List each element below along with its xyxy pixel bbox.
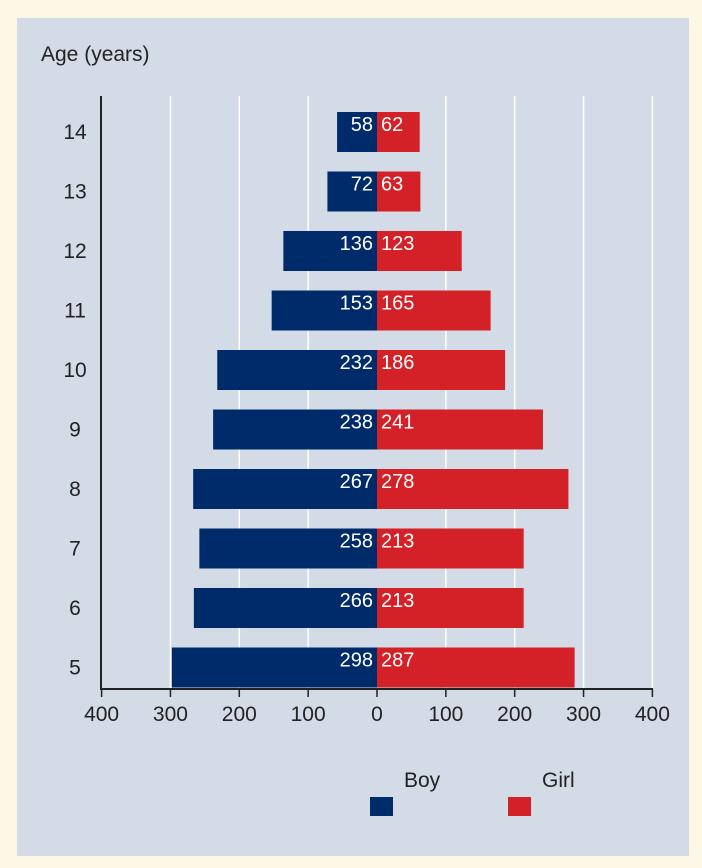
bar-boy-age-11 — [271, 290, 377, 331]
data-label-boy-age-8: 267 — [340, 471, 373, 493]
x-tick-label: 200 — [497, 703, 532, 726]
bar-boy-age-5 — [171, 647, 377, 688]
legend-label-girl: Girl — [542, 769, 575, 792]
data-label-girl-age-13: 63 — [381, 174, 403, 196]
data-label-boy-age-13: 72 — [351, 174, 373, 196]
data-label-girl-age-12: 123 — [381, 233, 414, 255]
y-tick-label-10: 10 — [63, 359, 86, 382]
bar-boy-age-7 — [199, 528, 377, 569]
data-label-girl-age-6: 213 — [381, 590, 414, 612]
bar-girl-age-7 — [377, 528, 524, 569]
y-axis-label: Age (years) — [41, 43, 150, 66]
bar-girl-age-11 — [377, 290, 491, 331]
legend-label-boy: Boy — [404, 769, 441, 792]
y-tick-labels: 14 13 12 11 10 9 8 7 6 5 — [63, 121, 87, 680]
y-tick-label-7: 7 — [69, 538, 81, 561]
y-tick-label-12: 12 — [63, 240, 86, 263]
y-tick-label-9: 9 — [69, 419, 81, 442]
x-tick-label: 300 — [566, 703, 601, 726]
x-tick-label: 0 — [371, 703, 383, 726]
x-tick-label: 100 — [428, 703, 463, 726]
data-label-boy-age-12: 136 — [340, 233, 373, 255]
x-tick-label: 200 — [222, 703, 257, 726]
data-label-girl-age-9: 241 — [381, 412, 414, 434]
y-tick-label-8: 8 — [69, 478, 81, 501]
data-label-boy-age-10: 232 — [340, 352, 373, 374]
x-tick-labels: 400 300 200 100 0 100 200 300 400 — [84, 703, 670, 726]
data-label-boy-age-7: 258 — [340, 531, 373, 553]
data-label-boy-age-14: 58 — [351, 114, 373, 136]
data-label-boy-age-9: 238 — [340, 412, 373, 434]
data-label-boy-age-6: 266 — [340, 590, 373, 612]
x-tick-label: 400 — [84, 703, 119, 726]
bars-group: 58 62 72 63 136 123 153 165 232 186 238 241 267 278 25… — [171, 112, 575, 688]
bar-boy-age-10 — [217, 350, 377, 390]
bar-girl-age-13 — [377, 171, 421, 212]
bar-girl-age-14 — [377, 112, 420, 152]
data-label-girl-age-14: 62 — [381, 114, 403, 136]
bar-boy-age-8 — [193, 469, 377, 509]
data-label-girl-age-8: 278 — [381, 471, 414, 493]
bar-girl-age-10 — [377, 350, 506, 390]
bar-boy-age-14 — [337, 112, 377, 152]
bar-boy-age-13 — [327, 171, 377, 212]
bar-boy-age-12 — [283, 231, 377, 271]
data-label-boy-age-5: 298 — [340, 650, 373, 672]
axes-group — [100, 96, 654, 697]
bar-girl-age-6 — [377, 588, 524, 628]
y-tick-label-11: 11 — [64, 300, 86, 323]
bar-girl-age-8 — [377, 469, 569, 509]
y-tick-label-13: 13 — [63, 181, 86, 204]
bar-boy-age-6 — [193, 588, 377, 628]
bar-boy-age-9 — [213, 409, 377, 450]
y-tick-label-5: 5 — [69, 657, 81, 680]
bar-girl-age-12 — [377, 231, 462, 271]
x-tick-label: 100 — [291, 703, 326, 726]
legend: Boy Girl — [370, 769, 575, 816]
x-tick-label: 300 — [153, 703, 188, 726]
bar-girl-age-5 — [377, 647, 575, 688]
data-label-girl-age-11: 165 — [381, 293, 414, 315]
x-tick-label: 400 — [635, 703, 670, 726]
data-label-girl-age-7: 213 — [381, 531, 414, 553]
data-label-girl-age-5: 287 — [381, 650, 414, 672]
data-label-girl-age-10: 186 — [381, 352, 414, 374]
legend-swatch-boy — [370, 797, 393, 816]
legend-swatch-girl — [508, 797, 531, 816]
bar-girl-age-9 — [377, 409, 543, 450]
y-tick-label-14: 14 — [63, 121, 87, 144]
chart-panel: Age (years) 58 62 72 63 136 123 153 165 232 186 23… — [17, 18, 689, 856]
grid-lines — [169, 96, 654, 689]
data-label-boy-age-11: 153 — [340, 293, 373, 315]
y-tick-label-6: 6 — [69, 597, 81, 620]
